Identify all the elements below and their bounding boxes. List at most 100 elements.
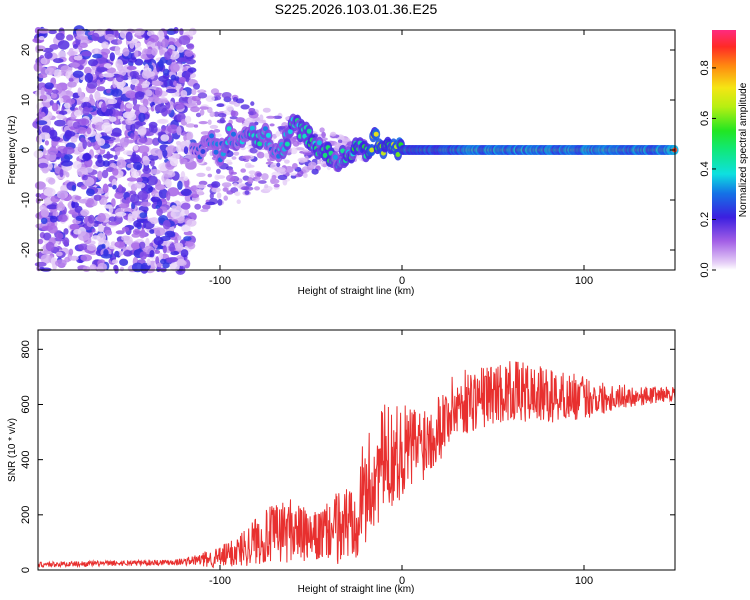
x-tick-label: -100: [209, 275, 231, 287]
spectrogram-noise-blob: [40, 208, 50, 218]
spectrogram-noise-blob: [225, 159, 232, 163]
spectrogram-noise-blob: [109, 52, 116, 62]
spectrogram-noise-blob: [158, 119, 168, 124]
spectrogram-noise-blob: [189, 29, 194, 37]
spectrogram-noise-blob: [51, 93, 57, 99]
spectrogram-noise-blob: [229, 116, 238, 120]
spectrogram-noise-blob: [200, 208, 209, 213]
spectrogram-noise-blob: [158, 75, 169, 82]
spectrogram-noise-blob: [216, 168, 221, 174]
spectrogram-noise-blob: [80, 137, 86, 143]
spectrogram-noise-blob: [148, 96, 160, 102]
spectrogram-noise-blob: [138, 137, 148, 144]
spectrogram-noise-blob: [183, 236, 192, 242]
spectrogram-noise-blob: [139, 241, 146, 249]
spectrogram-noise-blob: [96, 67, 108, 72]
spectrogram-noise-blob: [276, 162, 281, 168]
spectrogram-noise-blob: [184, 209, 190, 216]
spectrogram-noise-blob: [130, 242, 141, 250]
spectrogram-noise-blob: [149, 124, 154, 133]
spectrogram-noise-blob: [137, 125, 147, 136]
spectrogram-noise-blob: [70, 223, 80, 231]
spectrogram-noise-blob: [100, 102, 107, 113]
spectrogram-noise-blob: [183, 176, 189, 182]
spectrogram-noise-blob: [104, 108, 114, 116]
colorbar-label: Normalized spectral amplitude: [738, 82, 749, 217]
spectrogram-noise-blob: [145, 237, 150, 248]
spectrogram-noise-blob: [89, 240, 96, 245]
spectrogram-noise-blob: [67, 120, 73, 127]
spectrogram-noise-blob: [102, 183, 109, 194]
spectrogram-noise-blob: [69, 255, 79, 261]
spectrogram-noise-blob: [129, 40, 135, 49]
spectrogram-noise-blob: [149, 169, 161, 175]
spectrogram-noise-blob: [197, 92, 208, 99]
spectrogram-noise-blob: [242, 155, 252, 160]
spectrogram-noise-blob: [186, 219, 197, 227]
spectrogram-noise-blob: [65, 90, 71, 95]
spectrogram-track-point: [249, 125, 255, 131]
spectrogram-noise-blob: [38, 162, 49, 169]
spectrogram-noise-blob: [111, 259, 119, 264]
spectrogram-noise-blob: [96, 86, 106, 92]
spectrogram-noise-blob: [277, 174, 288, 181]
spectrogram-noise-blob: [82, 266, 91, 272]
spectrogram-noise-blob: [110, 132, 122, 137]
spectrogram-noise-blob: [139, 106, 148, 113]
x-tick-label: -100: [209, 575, 231, 587]
spectrogram-noise-blob: [162, 245, 167, 254]
spectrogram-noise-blob: [177, 235, 182, 241]
spectrogram-noise-blob: [54, 119, 66, 127]
spectrogram-noise-blob: [106, 104, 115, 109]
colorbar: 0.0 0.2 0.4 0.6 0.8 Normalized spectral ampl…: [699, 30, 749, 278]
spectrogram-noise-blob: [56, 203, 65, 211]
spectrogram-noise-blob: [264, 184, 269, 189]
spectrogram-noise-blob: [108, 206, 114, 214]
spectrogram-noise-blob: [228, 168, 234, 176]
spectrogram-noise-blob: [284, 159, 290, 164]
spectrogram-noise-blob: [40, 254, 52, 264]
spectrogram-noise-blob: [126, 239, 133, 245]
spectrogram-noise-blob: [231, 156, 237, 160]
spectrogram-noise-blob: [216, 103, 225, 107]
colorbar-tick-label: 0.2: [699, 212, 711, 227]
spectrogram-noise-blob: [166, 257, 179, 263]
spectrogram-noise-blob: [117, 184, 123, 193]
spectrogram-noise-blob: [213, 129, 221, 133]
spectrogram-noise-blob: [277, 125, 286, 130]
spectrogram-noise-blob: [311, 168, 319, 175]
spectrogram-noise-blob: [102, 72, 115, 78]
spectrogram-noise-blob: [115, 211, 127, 217]
spectrogram-noise-blob: [177, 46, 185, 53]
spectrogram-noise-blob: [86, 127, 92, 135]
spectrogram-noise-blob: [92, 221, 99, 227]
spectrogram-noise-blob: [130, 83, 136, 91]
spectrogram-noise-blob: [48, 177, 56, 185]
spectrogram-noise-blob: [235, 98, 245, 104]
x-tick-label: 0: [399, 275, 405, 287]
spectrogram-noise-blob: [171, 205, 177, 210]
colorbar-ticks: 0.0 0.2 0.4 0.6 0.8: [699, 60, 716, 278]
spectrogram-noise-blob: [52, 89, 59, 94]
spectrogram-noise-blob: [108, 221, 120, 226]
spectrogram-track-point: [284, 141, 290, 147]
x-tick-label: 100: [575, 575, 593, 587]
spectrogram-noise-blob: [164, 230, 176, 238]
spectrogram-noise-blob: [43, 187, 56, 197]
spectrogram-noise-blob: [126, 65, 137, 71]
spectrogram-noise-blob: [81, 51, 92, 57]
spectrogram-noise-blob: [49, 44, 59, 50]
spectrogram-noise-blob: [91, 228, 96, 233]
spectrogram-noise-blob: [162, 219, 171, 230]
spectrogram-noise-blob: [129, 156, 140, 163]
spectrogram-noise-blob: [178, 76, 186, 84]
spectrogram-noise-blob: [176, 126, 182, 136]
spectrogram-noise-blob: [150, 217, 159, 225]
spectrogram-noise-blob: [302, 149, 309, 153]
snr-panel: -100 0 100 0 200 400 600 800 Height of straigh…: [7, 329, 676, 595]
spectrogram-noise-blob: [75, 126, 88, 134]
spectrogram-noise-blob: [217, 113, 227, 118]
spectrogram-y-axis-title: Frequency (Hz): [7, 116, 18, 185]
spectrogram-noise-blob: [85, 167, 93, 173]
